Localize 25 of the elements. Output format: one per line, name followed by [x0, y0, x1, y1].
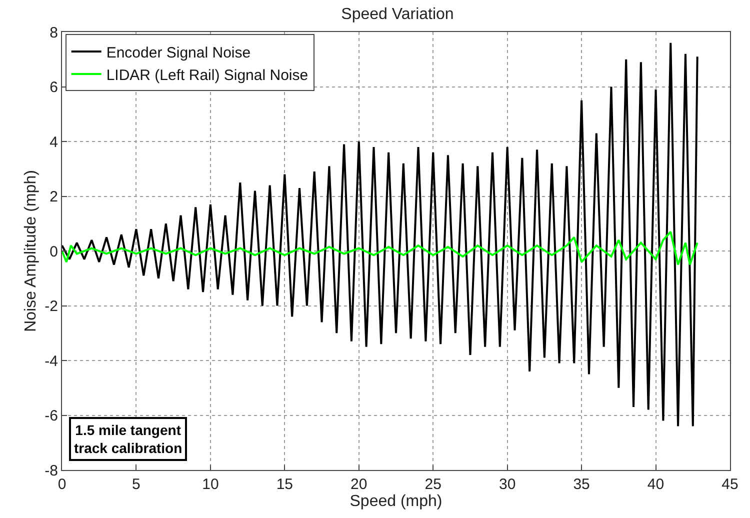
legend-label: LIDAR (Left Rail) Signal Noise [106, 66, 308, 84]
y-tick-label: 6 [50, 79, 58, 96]
y-tick-label: -2 [44, 298, 58, 315]
x-tick-label: 15 [276, 476, 294, 493]
y-tick-label: 2 [50, 188, 58, 206]
y-tick-label: -8 [44, 462, 58, 480]
y-axis-title: Noise Amplitude (mph) [22, 170, 40, 332]
y-tick-label: -4 [44, 352, 58, 370]
x-tick-label: 5 [132, 476, 140, 493]
x-tick-label: 40 [647, 476, 664, 493]
y-tick-label: 4 [50, 134, 58, 151]
x-tick-label: 10 [202, 476, 219, 493]
x-axis-title: Speed (mph) [350, 493, 442, 510]
x-tick-label: 30 [498, 476, 516, 493]
x-tick-label: 35 [573, 476, 590, 493]
annotation: 1.5 mile tangent track calibration [74, 422, 182, 456]
x-tick-label: 45 [722, 476, 738, 493]
y-tick-label: -6 [44, 408, 58, 424]
legend-label: Encoder Signal Noise [106, 44, 251, 62]
line-series [62, 230, 698, 266]
x-tick-label: 20 [350, 476, 368, 493]
y-tick-label: 8 [50, 24, 58, 42]
x-tick-label: 25 [424, 476, 442, 493]
chart-title: Speed Variation [341, 6, 454, 23]
y-tick-label: 0 [50, 243, 58, 260]
